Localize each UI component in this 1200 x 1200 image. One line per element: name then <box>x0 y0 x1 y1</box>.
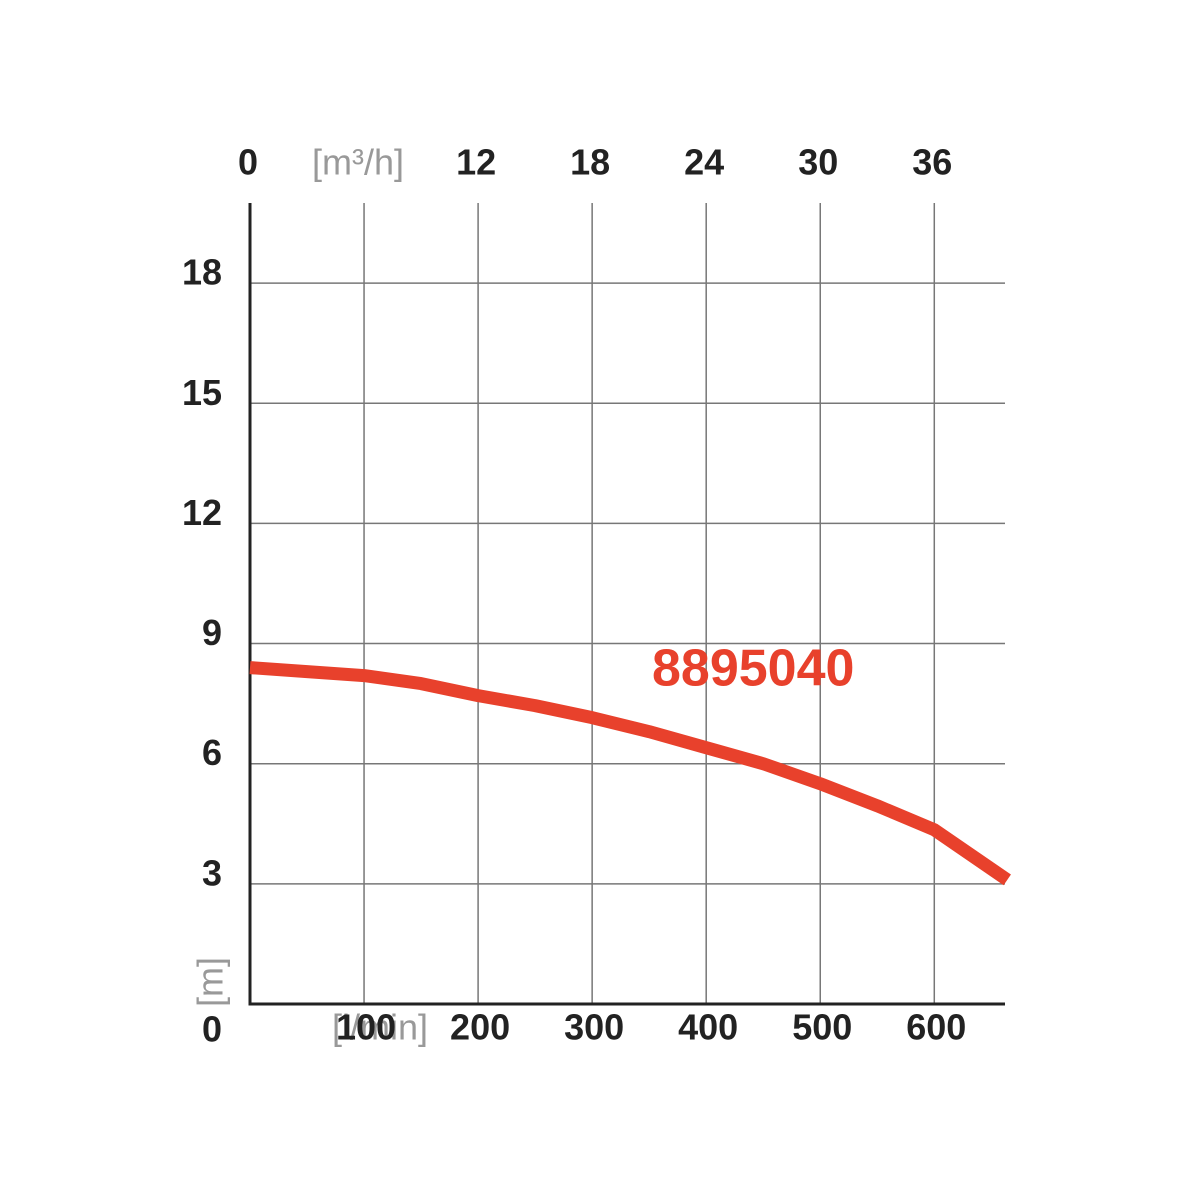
x2-tick-label: 30 <box>798 142 838 183</box>
y-tick-label: 6 <box>202 732 222 773</box>
x-tick-label: 500 <box>792 1007 852 1048</box>
x-tick-label: 200 <box>450 1007 510 1048</box>
data-line <box>249 661 1011 886</box>
x-tick-label: 400 <box>678 1007 738 1048</box>
series-label: 8895040 <box>652 640 854 698</box>
y-axis-label: [m] <box>190 957 231 1007</box>
x-axis-label: [l/min] <box>332 1007 428 1048</box>
x2-tick-label: 18 <box>570 142 610 183</box>
x2-tick-label: 24 <box>684 142 724 183</box>
x2-axis-label: [m³/h] <box>312 142 404 183</box>
x2-tick-label: 0 <box>238 142 258 183</box>
y-tick-label: 9 <box>202 612 222 653</box>
y-tick-label: 0 <box>202 1009 222 1050</box>
x-tick-label: 100 <box>336 1007 396 1048</box>
x-tick-label: 300 <box>564 1007 624 1048</box>
y-tick-label: 15 <box>182 372 222 413</box>
y-tick-label: 3 <box>202 852 222 893</box>
x2-tick-label: 12 <box>456 142 496 183</box>
y-tick-label: 18 <box>182 252 222 293</box>
y-tick-label: 12 <box>182 492 222 533</box>
x2-tick-label: 36 <box>912 142 952 183</box>
x-tick-label: 600 <box>906 1007 966 1048</box>
